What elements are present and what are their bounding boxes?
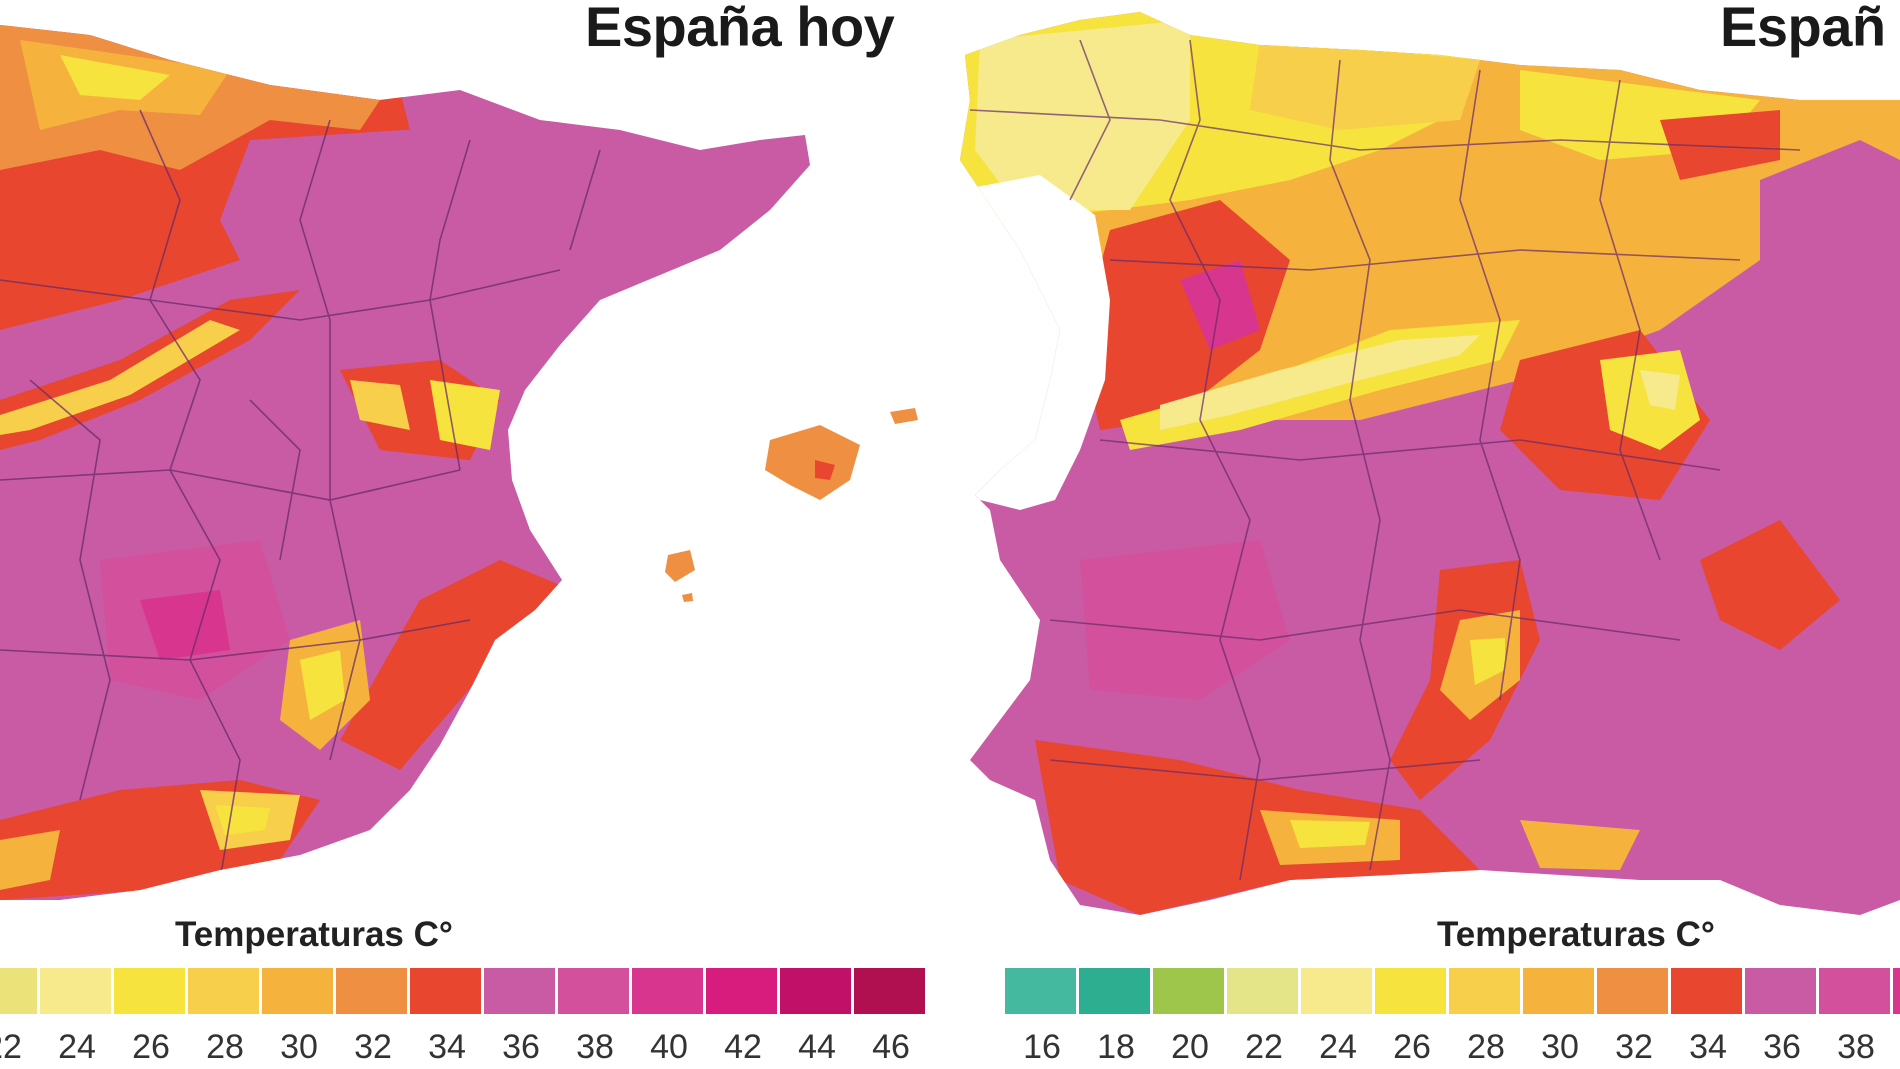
legend-swatch xyxy=(1375,968,1446,1014)
legend-label xyxy=(1893,1028,1900,1067)
legend-label: 28 xyxy=(206,1028,244,1066)
legend-swatch xyxy=(632,968,703,1014)
legend-label: 36 xyxy=(1763,1028,1801,1066)
legend-swatch xyxy=(1671,968,1742,1014)
legend-label: 42 xyxy=(724,1028,762,1066)
legend-swatch xyxy=(188,968,259,1014)
temperature-map-right xyxy=(960,12,1900,915)
legend-label: 32 xyxy=(354,1028,392,1066)
legend-label: 46 xyxy=(872,1028,910,1066)
legend-swatch xyxy=(336,968,407,1014)
legend-label: 18 xyxy=(1097,1028,1135,1066)
legend-swatch xyxy=(410,968,481,1014)
legend-swatch xyxy=(1005,968,1076,1014)
legend-label: 38 xyxy=(1837,1028,1875,1066)
legend-label: 44 xyxy=(798,1028,836,1066)
legend-labels-left: 22 24 26 28 30 32 34 36 38 40 42 44 46 xyxy=(0,1028,928,1067)
legend-swatch xyxy=(1227,968,1298,1014)
legend-swatch xyxy=(558,968,629,1014)
legend-label: 16 xyxy=(1023,1028,1061,1066)
legend-swatch xyxy=(0,968,37,1014)
color-legend-left xyxy=(0,968,928,1014)
legend-swatch xyxy=(1449,968,1520,1014)
legend-label: 32 xyxy=(1615,1028,1653,1066)
map-title-left: España hoy xyxy=(585,0,895,58)
legend-label: 28 xyxy=(1467,1028,1505,1066)
legend-label: 36 xyxy=(502,1028,540,1066)
legend-label: 26 xyxy=(132,1028,170,1066)
legend-label: 20 xyxy=(1171,1028,1209,1066)
legend-swatch xyxy=(1819,968,1890,1014)
map-title-right: Españ xyxy=(1720,0,1886,58)
legend-swatch xyxy=(706,968,777,1014)
legend-label: 22 xyxy=(0,1028,22,1066)
legend-swatch xyxy=(1079,968,1150,1014)
legend-label: 34 xyxy=(428,1028,466,1066)
map-panel-left: España hoy Temperaturas C° 22 24 26 28 3… xyxy=(0,0,930,1069)
balearic-islands-left xyxy=(665,408,918,602)
legend-label: 30 xyxy=(280,1028,318,1066)
legend-swatch xyxy=(1153,968,1224,1014)
legend-title-right: Temperaturas C° xyxy=(1437,915,1715,954)
legend-label: 26 xyxy=(1393,1028,1431,1066)
temperature-map-left xyxy=(0,25,918,900)
province-borders-left xyxy=(0,109,601,881)
legend-swatch xyxy=(854,968,925,1014)
legend-swatch xyxy=(1301,968,1372,1014)
legend-swatch xyxy=(1745,968,1816,1014)
legend-label: 38 xyxy=(576,1028,614,1066)
province-borders-right xyxy=(969,39,1801,881)
legend-label: 40 xyxy=(650,1028,688,1066)
legend-swatch xyxy=(1597,968,1668,1014)
legend-swatch xyxy=(484,968,555,1014)
legend-swatch xyxy=(40,968,111,1014)
legend-label: 34 xyxy=(1689,1028,1727,1066)
legend-label: 24 xyxy=(58,1028,96,1066)
legend-swatch xyxy=(262,968,333,1014)
legend-label: 24 xyxy=(1319,1028,1357,1066)
legend-swatch xyxy=(1523,968,1594,1014)
legend-swatch xyxy=(780,968,851,1014)
legend-label: 22 xyxy=(1245,1028,1283,1066)
legend-title-left: Temperaturas C° xyxy=(175,915,453,954)
legend-swatch xyxy=(1893,968,1900,1014)
legend-swatch xyxy=(114,968,185,1014)
map-panel-right: Españ Temperaturas C° 16 18 20 22 24 26 … xyxy=(960,0,1900,1069)
color-legend-right xyxy=(1005,968,1900,1014)
legend-labels-right: 16 18 20 22 24 26 28 30 32 34 36 38 xyxy=(1005,1028,1900,1067)
legend-label: 30 xyxy=(1541,1028,1579,1066)
